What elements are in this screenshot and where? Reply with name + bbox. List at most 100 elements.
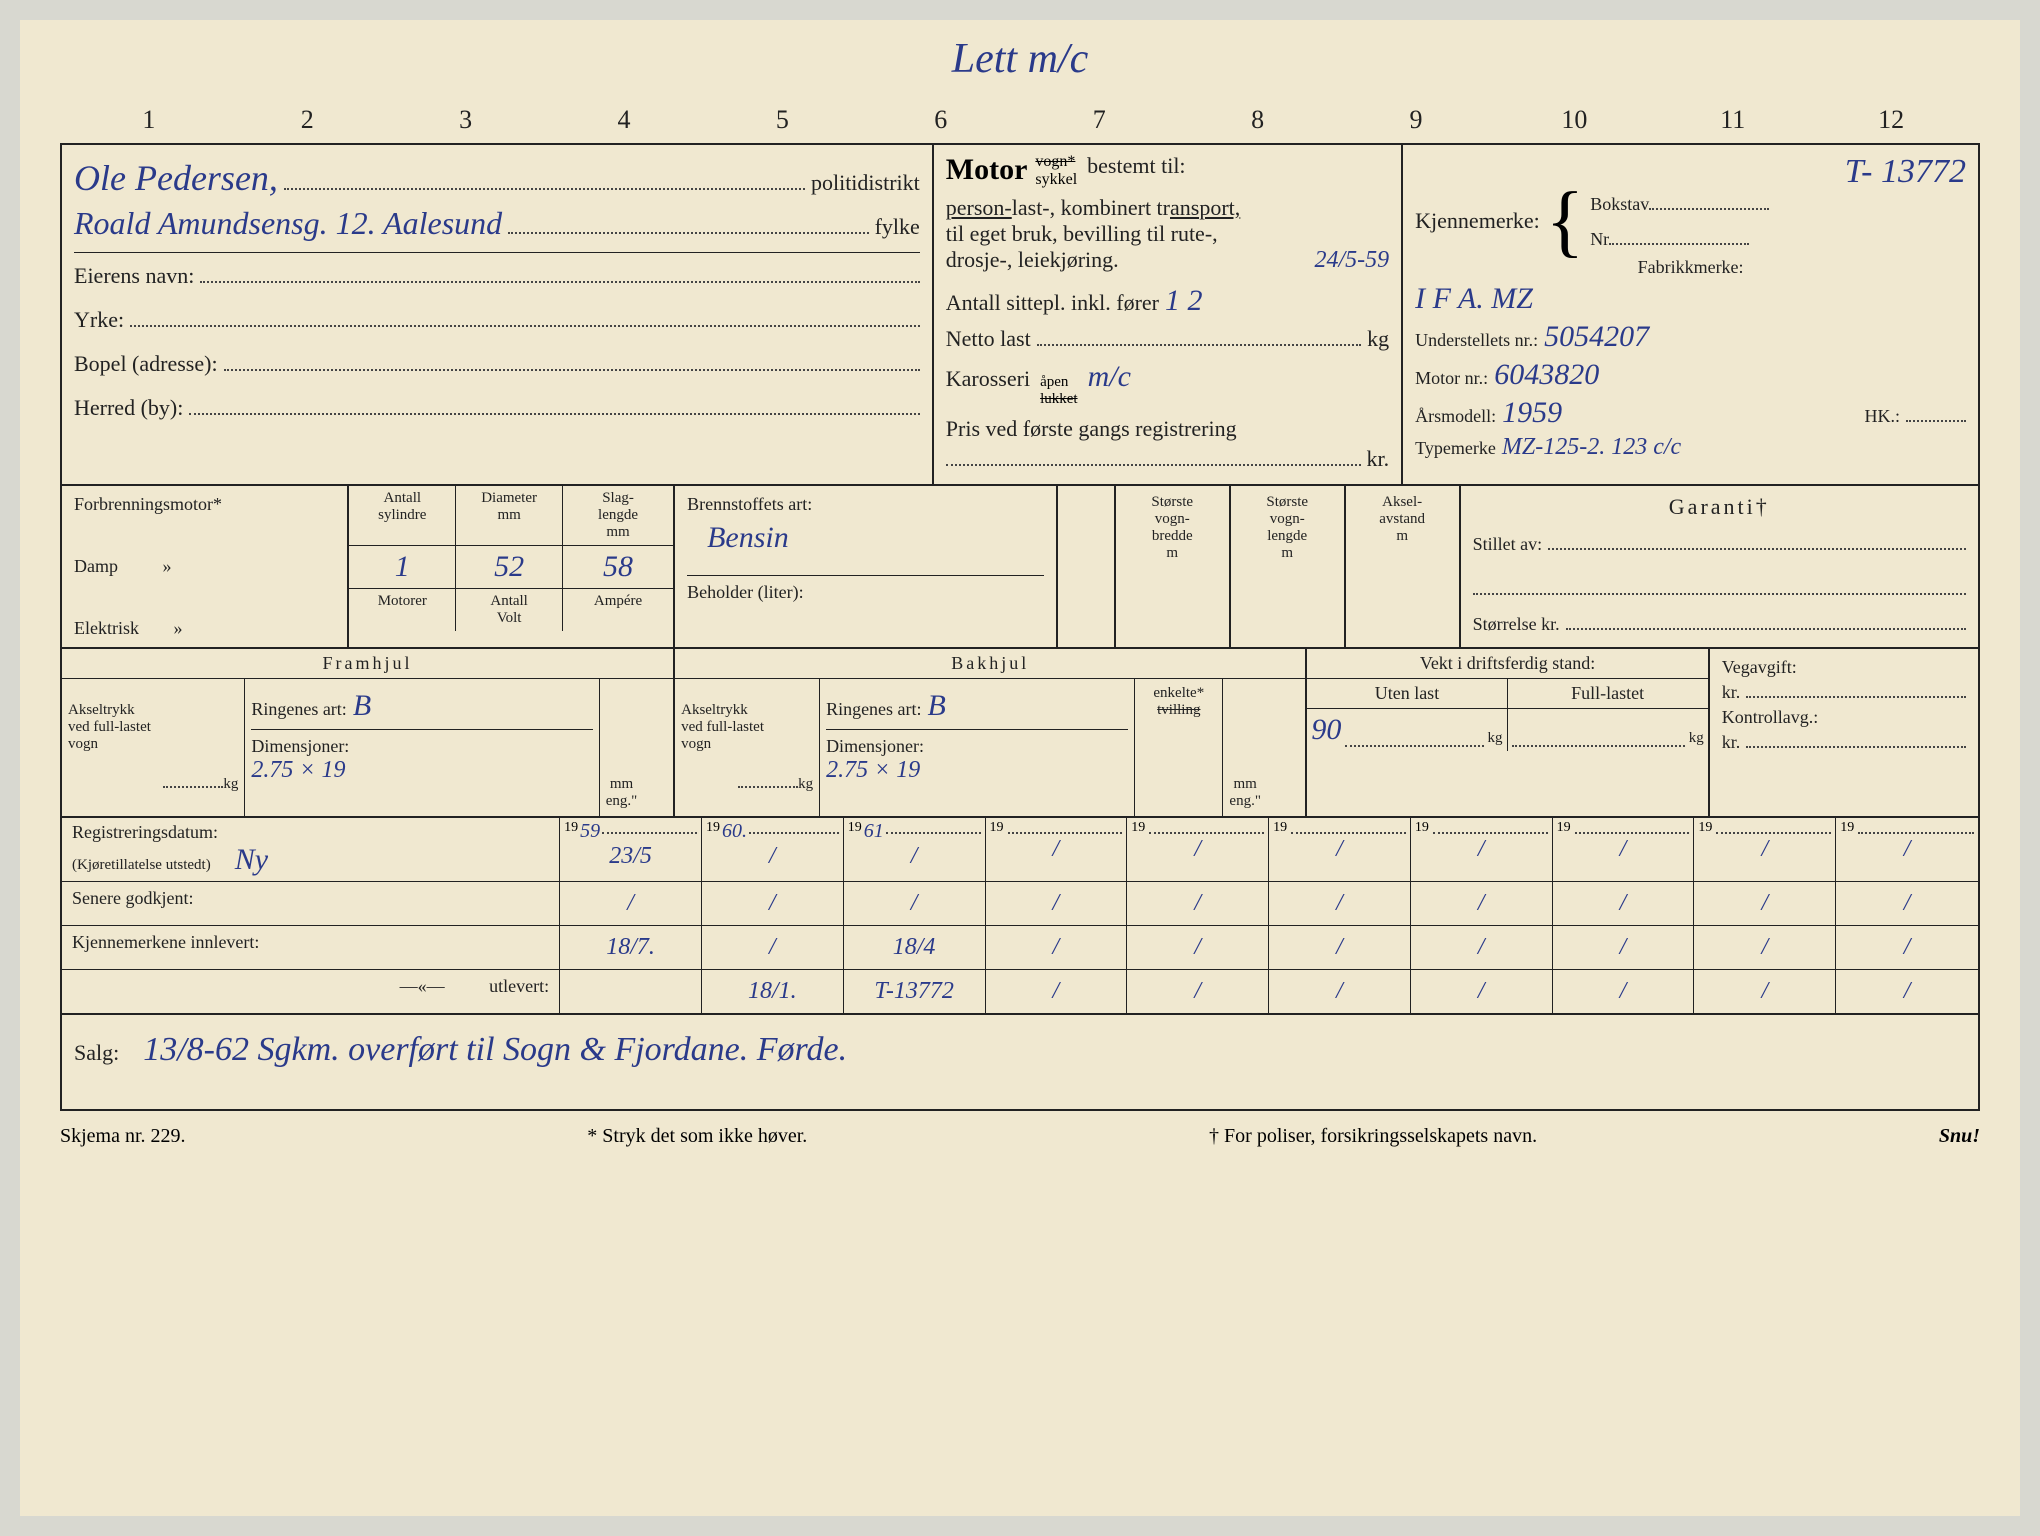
transport-line2: til eget bruk, bevilling til rute-, — [946, 221, 1389, 247]
date-cell: / — [1553, 970, 1695, 1013]
forbrenningsmotor-label: Forbrenningsmotor* — [74, 494, 335, 515]
date-cell: 19/ — [986, 818, 1128, 881]
ring-fram-hand: B — [353, 689, 371, 723]
poliser-note: † For poliser, forsikringsselskapets nav… — [1209, 1125, 1537, 1148]
ruler-tick: 5 — [704, 105, 862, 135]
kjennemerke-section: T- 13772 Kjennemerke: { Bokstav Nr Fabri… — [1403, 145, 1978, 484]
owner-section: Ole Pedersen, politidistrikt Roald Amund… — [62, 145, 934, 484]
typemerke-hand: MZ-125-2. 123 c/c — [1502, 434, 1681, 461]
motor-title: Motor — [946, 153, 1028, 187]
innlevert-label: Kjennemerkene innlevert: — [62, 926, 560, 969]
bakhjul-cell: Bakhjul Akseltrykk ved full-lastet vogn … — [675, 649, 1307, 816]
ruler-tick: 8 — [1179, 105, 1337, 135]
karosseri-label: Karosseri — [946, 366, 1030, 392]
fylke-label: fylke — [875, 214, 920, 240]
motor-type-cell: Forbrenningsmotor* Damp » Elektrisk » — [62, 486, 349, 647]
date-cell: 19/ — [1269, 818, 1411, 881]
wheels-row: Framhjul Akseltrykk ved full-lastet vogn… — [62, 649, 1978, 818]
elektrisk-label: Elektrisk — [74, 618, 139, 638]
date-cell: 195923/5 — [560, 818, 702, 881]
motornr-hand: 6043820 — [1494, 358, 1599, 392]
ruler-tick: 12 — [1812, 105, 1970, 135]
sykkel-label: sykkel — [1035, 171, 1077, 189]
ruler-tick: 11 — [1654, 105, 1812, 135]
transport-line3: drosje-, leiekjøring. — [946, 247, 1119, 274]
date-cell: / — [1127, 970, 1269, 1013]
date-cell: / — [986, 882, 1128, 925]
spacer-cell — [1058, 486, 1115, 647]
date-cell: / — [1411, 926, 1553, 969]
date-cell: / — [844, 882, 986, 925]
vogn-lengde-label: Største vogn- lengde m — [1231, 486, 1346, 647]
diameter-label: Diameter mm — [456, 486, 563, 545]
owner-name-hand: Ole Pedersen, — [74, 157, 278, 199]
ruler-tick: 9 — [1337, 105, 1495, 135]
engine-row: Forbrenningsmotor* Damp » Elektrisk » An… — [62, 486, 1978, 649]
date-cell: 1961/ — [844, 818, 986, 881]
salg-hand: 13/8-62 Sgkm. overført til Sogn & Fjorda… — [143, 1031, 847, 1068]
damp-label: Damp — [74, 556, 118, 576]
motornr-label: Motor nr.: — [1415, 368, 1488, 389]
date-cell: / — [1269, 926, 1411, 969]
avgift-cell: Vegavgift: kr. Kontrollavg.: kr. — [1710, 649, 1978, 816]
owner-address-hand: Roald Amundsensg. 12. Aalesund — [74, 205, 502, 242]
vegavgift-label: Vegavgift: — [1722, 657, 1966, 678]
transport-line1: person-last-, kombinert transport, — [946, 195, 1389, 221]
cylinder-cell: Antall sylindre Diameter mm Slag- lengde… — [349, 486, 675, 647]
footer: Skjema nr. 229. * Stryk det som ikke høv… — [60, 1125, 1980, 1148]
slag-hand: 58 — [563, 546, 673, 588]
kjoretillatelse-label: (Kjøretillatelse utstedt) — [72, 857, 211, 873]
vogn-bredde-label: Største vogn- bredde m — [1116, 486, 1231, 647]
tvilling-label: tvilling — [1141, 702, 1216, 719]
plate-number-hand: T- 13772 — [1845, 153, 1966, 190]
framhjul-label: Framhjul — [62, 649, 673, 679]
salg-row: Salg: 13/8-62 Sgkm. overført til Sogn & … — [62, 1015, 1978, 1109]
garanti-label: Garanti† — [1473, 494, 1966, 520]
antall-label: Antall — [462, 593, 556, 610]
understell-hand: 5054207 — [1544, 320, 1649, 354]
storrelse-label: Størrelse kr. — [1473, 614, 1560, 635]
date-cell: / — [1127, 926, 1269, 969]
enkelte-label: enkelte* — [1141, 685, 1216, 702]
vekt-cell: Vekt i driftsferdig stand: Uten last Ful… — [1307, 649, 1709, 816]
aksel-avstand-label: Aksel- avstand m — [1346, 486, 1461, 647]
akseltrykk-fram-label: Akseltrykk ved full-lastet vogn kg — [62, 679, 245, 816]
skjema-nr: Skjema nr. 229. — [60, 1125, 186, 1148]
dimensjoner-bak-label: Dimensjoner: — [826, 736, 1128, 757]
main-frame: Ole Pedersen, politidistrikt Roald Amund… — [60, 143, 1980, 1111]
ruler-tick: 10 — [1496, 105, 1654, 135]
ruler: 1 2 3 4 5 6 7 8 9 10 11 12 — [60, 105, 1980, 135]
snu-label: Snu! — [1939, 1125, 1980, 1148]
senere-label: Senere godkjent: — [62, 882, 560, 925]
date-cell: 18/1. — [702, 970, 844, 1013]
vekt-label: Vekt i driftsferdig stand: — [1307, 649, 1707, 679]
arsmodell-label: Årsmodell: — [1415, 406, 1496, 427]
date-cell: / — [1411, 970, 1553, 1013]
uten-last-label: Uten last — [1307, 679, 1507, 708]
ruler-tick: 1 — [70, 105, 228, 135]
date-cell: / — [702, 882, 844, 925]
nr-label: Nr — [1590, 229, 1609, 249]
brennstoff-hand: Bensin — [707, 521, 1044, 555]
seats-label: Antall sittepl. inkl. fører — [946, 290, 1159, 316]
ampere-label: Ampére — [563, 589, 673, 631]
karosseri-apen: åpen — [1040, 374, 1078, 391]
ruler-tick: 3 — [387, 105, 545, 135]
full-lastet-label: Full-lastet — [1508, 679, 1708, 708]
date-cell: / — [1411, 882, 1553, 925]
ringenes-art-fram-label: Ringenes art: — [251, 699, 346, 720]
stryk-note: * Stryk det som ikke høver. — [587, 1125, 807, 1148]
ruler-tick: 7 — [1020, 105, 1178, 135]
dimensjoner-fram-label: Dimensjoner: — [251, 736, 592, 757]
date-cell: 19/ — [1411, 818, 1553, 881]
header-row: Ole Pedersen, politidistrikt Roald Amund… — [62, 145, 1978, 486]
herred-label: Herred (by): — [74, 395, 183, 421]
karosseri-lukket: lukket — [1040, 391, 1078, 408]
date-cell: 18/4 — [844, 926, 986, 969]
ruler-tick: 6 — [862, 105, 1020, 135]
understell-label: Understellets nr.: — [1415, 330, 1538, 351]
date-cell: 19/ — [1694, 818, 1836, 881]
bokstav-label: Bokstav — [1590, 194, 1649, 214]
bestemt-label: bestemt til: — [1087, 153, 1185, 179]
pris-unit: kr. — [1367, 446, 1390, 472]
